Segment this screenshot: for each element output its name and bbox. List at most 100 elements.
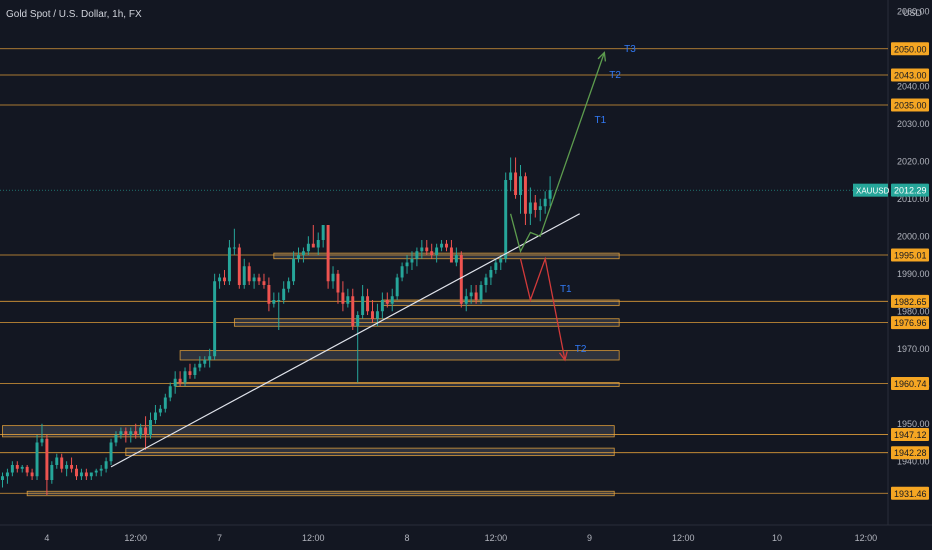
candle-body: [20, 466, 24, 469]
candle-body: [213, 281, 217, 357]
candle-body: [282, 288, 286, 300]
candle-body: [489, 270, 493, 278]
candle-body: [415, 251, 419, 259]
candle-body: [262, 281, 266, 285]
time-tick-label: 12:00: [672, 533, 695, 543]
candle-body: [173, 378, 177, 387]
candle-body: [445, 243, 448, 248]
candle-body: [60, 457, 64, 469]
level-badge-label: 1960.74: [894, 379, 927, 389]
candle-body: [504, 180, 508, 259]
candle-body: [523, 176, 527, 214]
level-badge: [891, 446, 929, 460]
level-badge-label: 1995.01: [894, 250, 927, 260]
candle-body: [94, 470, 98, 473]
time-tick-label: 9: [587, 533, 592, 543]
symbol-badge-label: XAUUSD: [856, 187, 890, 196]
candle-body: [346, 296, 350, 304]
bearish-projection-path-arrowhead: [558, 351, 568, 362]
zone-rect: [2, 425, 615, 438]
level-badge-label: 1982.65: [894, 297, 927, 307]
candle-body: [188, 371, 192, 375]
level-badge: [891, 486, 929, 500]
candle-body: [538, 206, 542, 210]
time-axis: 4 12:00 7 12:00 8 12:00 9 12:00 10 12:00: [44, 533, 877, 543]
level-badge: [891, 248, 929, 262]
candle-body: [311, 243, 315, 248]
candle-body: [203, 360, 207, 364]
time-tick-label: 4: [44, 533, 49, 543]
candle-body: [242, 266, 246, 285]
level-badge: [891, 376, 929, 390]
time-tick-label: 12:00: [302, 533, 325, 543]
price-tick-label: 1980.00: [897, 306, 930, 316]
candle-body: [306, 243, 310, 252]
time-tick-label: 12:00: [485, 533, 508, 543]
candle-body: [514, 172, 518, 195]
candle-body: [158, 408, 162, 413]
candle-body: [218, 277, 222, 282]
candle-body: [454, 255, 458, 263]
candle-body: [227, 247, 231, 282]
candle-body: [336, 273, 340, 293]
candle-body: [440, 243, 444, 248]
level-badge-label: 2035.00: [894, 101, 927, 111]
price-tick-label: 1950.00: [897, 419, 930, 429]
target-label: T1: [595, 115, 607, 126]
candle-body: [25, 466, 29, 473]
candle-body: [484, 277, 488, 285]
candle-body: [519, 176, 522, 195]
candle-body: [385, 300, 389, 304]
candle-body: [509, 172, 513, 180]
candle-body: [321, 225, 325, 240]
candle-body: [163, 397, 167, 409]
time-tick-label: 8: [405, 533, 410, 543]
time-tick-label: 12:00: [855, 533, 878, 543]
candles: [1, 157, 552, 495]
candle-body: [5, 472, 9, 477]
candle-body: [144, 427, 148, 435]
candle-body: [153, 412, 157, 420]
candle-body: [149, 420, 152, 435]
candle-body: [1, 476, 4, 480]
price-axis: 1940.001950.001960.001970.001980.001990.…: [853, 6, 930, 500]
target-label: T3: [624, 44, 636, 55]
candle-body: [50, 465, 54, 480]
candle-body: [494, 262, 498, 270]
candle-body: [35, 442, 39, 477]
price-tick-label: 2010.00: [897, 194, 930, 204]
price-tick-label: 1970.00: [897, 344, 930, 354]
candle-body: [375, 311, 379, 319]
candle-body: [331, 273, 335, 282]
candle-body: [10, 465, 14, 473]
level-badge-label: 1931.46: [894, 489, 927, 499]
candle-body: [351, 296, 355, 327]
candle-body: [129, 431, 133, 435]
candle-body: [420, 247, 424, 252]
candle-body: [430, 251, 434, 255]
price-tick-label: 2000.00: [897, 231, 930, 241]
candle-body: [75, 468, 78, 477]
candle-body: [114, 435, 118, 443]
candle-body: [326, 225, 330, 282]
candle-body: [183, 371, 187, 383]
level-badge-label: 1942.28: [894, 448, 927, 458]
time-tick-label: 7: [217, 533, 222, 543]
price-tick-label: 2040.00: [897, 81, 930, 91]
candle-body: [410, 258, 414, 263]
candle-body: [168, 386, 172, 398]
candle-body: [198, 363, 202, 368]
zone-rect: [125, 447, 615, 457]
target-label: T2: [609, 70, 621, 81]
zone-rect: [273, 252, 620, 260]
candle-body: [267, 285, 271, 304]
candle-body: [292, 258, 296, 282]
candle-body: [89, 472, 93, 477]
candle-body: [366, 296, 370, 312]
currency-label: USD: [902, 8, 922, 18]
target-label: T1: [560, 284, 572, 295]
candle-body: [247, 266, 251, 282]
candle-body: [30, 472, 34, 477]
candle-body: [533, 202, 537, 210]
